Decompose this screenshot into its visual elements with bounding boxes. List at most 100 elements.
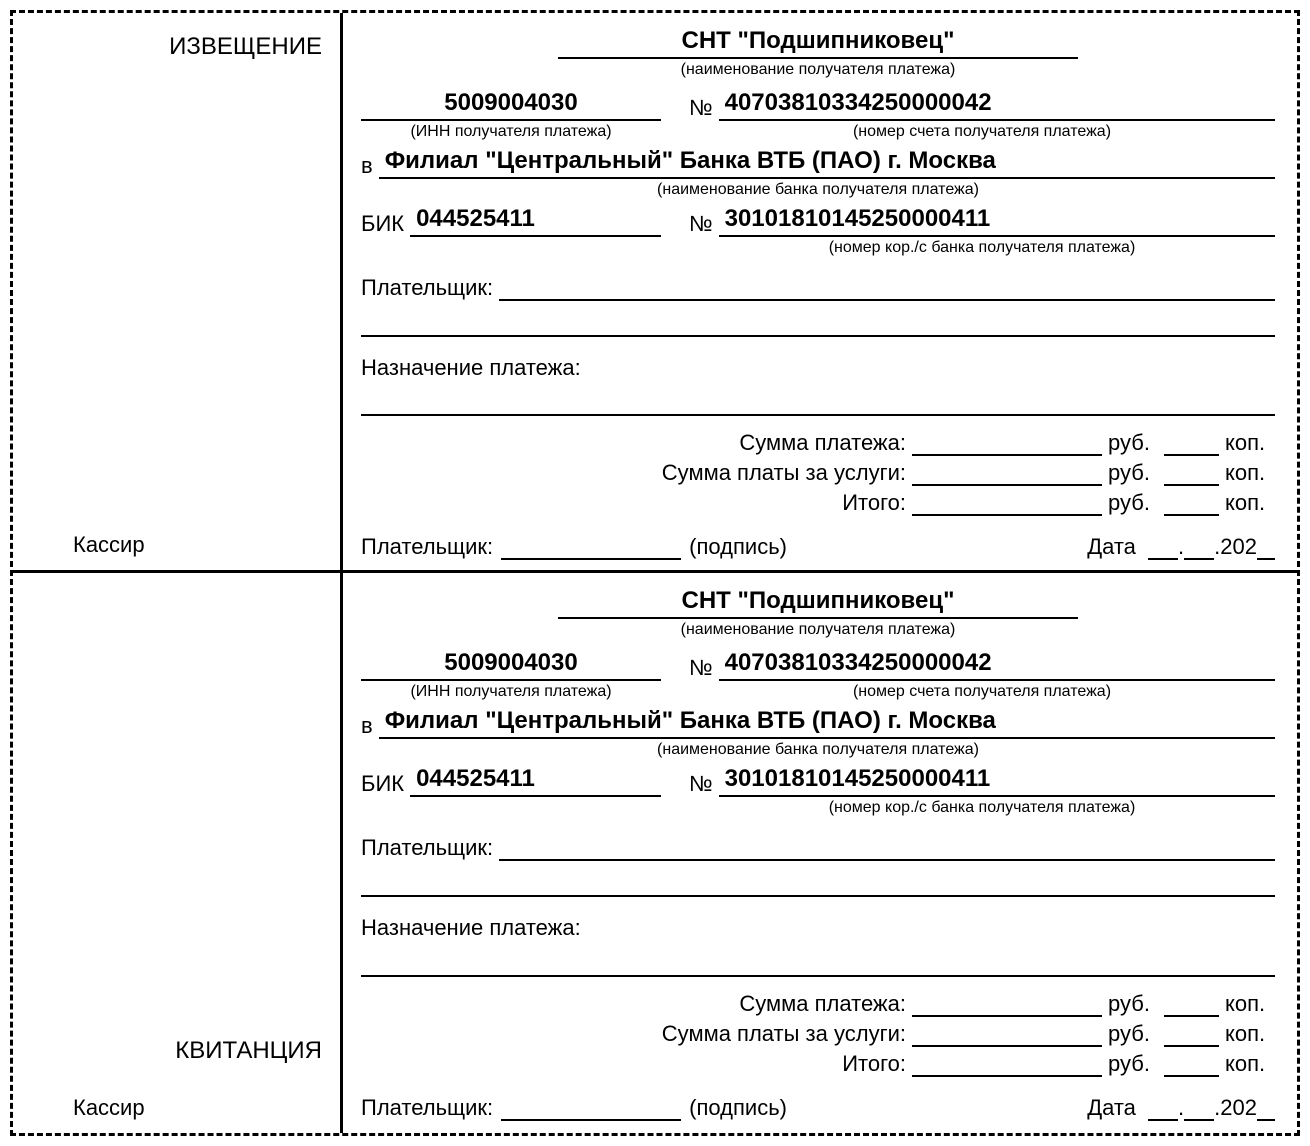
sum-service-rub-input[interactable] [912, 462, 1102, 486]
recipient-name-block-2: СНТ "Подшипниковец" (наименование получа… [361, 587, 1275, 639]
bank-row-2: в Филиал "Центральный" Банка ВТБ (ПАО) г… [361, 707, 1275, 759]
inn-account-row-2: 5009004030 (ИНН получателя платежа) № 40… [361, 649, 1275, 701]
sum-block: Сумма платежа: руб. коп. Сумма платы за … [361, 426, 1275, 516]
rub-label-5: руб. [1108, 1021, 1158, 1047]
sum-service-kop-input-2[interactable] [1164, 1023, 1219, 1047]
inn-caption: (ИНН получателя платежа) [361, 123, 661, 141]
kop-label-5: коп. [1225, 1021, 1275, 1047]
corr-value: 30101810145250000411 [719, 205, 1275, 237]
total-row: Итого: руб. коп. [361, 490, 1275, 516]
bik-corr-row-2: БИК 044525411 № 30101810145250000411 (но… [361, 765, 1275, 817]
date-year-prefix-2: .202 [1214, 1095, 1257, 1121]
purpose-line-2[interactable] [361, 951, 1275, 977]
recipient-name-block: СНТ "Подшипниковец" (наименование получа… [361, 27, 1275, 79]
sum-payment-kop-input[interactable] [1164, 432, 1219, 456]
date-year-prefix: .202 [1214, 534, 1257, 560]
footer-row-2: Плательщик: (подпись) Дата . .202 [361, 1095, 1275, 1121]
rub-label-4: руб. [1108, 991, 1158, 1017]
cashier-label: Кассир [73, 532, 145, 558]
bank-value: Филиал "Центральный" Банка ВТБ (ПАО) г. … [379, 147, 1275, 179]
total-kop-input-2[interactable] [1164, 1053, 1219, 1077]
sum-service-label-2: Сумма платы за услуги: [361, 1021, 906, 1047]
sum-service-kop-input[interactable] [1164, 462, 1219, 486]
recipient-name-value-2: СНТ "Подшипниковец" [558, 587, 1078, 619]
bik-label-2: БИК [361, 771, 404, 797]
inn-value: 5009004030 [361, 89, 661, 121]
total-label: Итого: [361, 490, 906, 516]
kop-label-4: коп. [1225, 991, 1275, 1017]
payer-label: Плательщик: [361, 275, 493, 301]
purpose-line[interactable] [361, 391, 1275, 417]
sum-payment-rub-input-2[interactable] [912, 993, 1102, 1017]
inn-caption-2: (ИНН получателя платежа) [361, 683, 661, 701]
bank-value-2: Филиал "Центральный" Банка ВТБ (ПАО) г. … [379, 707, 1275, 739]
rub-label-3: руб. [1108, 490, 1158, 516]
kop-label-6: коп. [1225, 1051, 1275, 1077]
sum-service-row: Сумма платы за услуги: руб. коп. [361, 460, 1275, 486]
date-year-input-2[interactable] [1257, 1097, 1275, 1121]
signature-line[interactable] [501, 536, 681, 560]
in-label-2: в [361, 713, 373, 739]
account-no-label: № [689, 95, 713, 121]
recipient-name-value: СНТ "Подшипниковец" [558, 27, 1078, 59]
in-label: в [361, 153, 373, 179]
date-year-input[interactable] [1257, 536, 1275, 560]
date-day-input-2[interactable] [1148, 1097, 1178, 1121]
total-rub-input[interactable] [912, 492, 1102, 516]
corr-value-2: 30101810145250000411 [719, 765, 1275, 797]
payer-row-2: Плательщик: [361, 835, 1275, 861]
signature-caption-2: (подпись) [689, 1095, 787, 1121]
bank-row: в Филиал "Центральный" Банка ВТБ (ПАО) г… [361, 147, 1275, 199]
inn-account-row: 5009004030 (ИНН получателя платежа) № 40… [361, 89, 1275, 141]
total-rub-input-2[interactable] [912, 1053, 1102, 1077]
recipient-name-caption: (наименование получателя платежа) [558, 61, 1078, 79]
date-month-input-2[interactable] [1184, 1097, 1214, 1121]
payer-sign-label-2: Плательщик: [361, 1095, 493, 1121]
date-month-input[interactable] [1184, 536, 1214, 560]
payer-line-2b[interactable] [361, 871, 1275, 897]
corr-caption-2: (номер кор./с банка получателя платежа) [689, 799, 1275, 817]
sum-service-row-2: Сумма платы за услуги: руб. коп. [361, 1021, 1275, 1047]
rub-label-2: руб. [1108, 460, 1158, 486]
footer-row: Плательщик: (подпись) Дата . .202 [361, 534, 1275, 560]
notice-left-column: ИЗВЕЩЕНИЕ Кассир [13, 13, 343, 570]
account-value: 40703810334250000042 [719, 89, 1275, 121]
bik-value: 044525411 [410, 205, 661, 237]
date-day-input[interactable] [1148, 536, 1178, 560]
account-no-label-2: № [689, 655, 713, 681]
purpose-label: Назначение платежа: [361, 355, 1275, 381]
sum-payment-kop-input-2[interactable] [1164, 993, 1219, 1017]
date-label-2: Дата [1087, 1095, 1136, 1121]
account-value-2: 40703810334250000042 [719, 649, 1275, 681]
sum-payment-row-2: Сумма платежа: руб. коп. [361, 991, 1275, 1017]
bik-value-2: 044525411 [410, 765, 661, 797]
payment-receipt-form: ИЗВЕЩЕНИЕ Кассир СНТ "Подшипниковец" (на… [10, 10, 1300, 1136]
notice-right-column: СНТ "Подшипниковец" (наименование получа… [343, 13, 1297, 570]
receipt-right-column: СНТ "Подшипниковец" (наименование получа… [343, 573, 1297, 1133]
bik-corr-row: БИК 044525411 № 30101810145250000411 (но… [361, 205, 1275, 257]
signature-caption: (подпись) [689, 534, 787, 560]
sum-block-2: Сумма платежа: руб. коп. Сумма платы за … [361, 987, 1275, 1077]
sum-service-rub-input-2[interactable] [912, 1023, 1102, 1047]
rub-label-1: руб. [1108, 430, 1158, 456]
bik-label: БИК [361, 211, 404, 237]
kop-label-2: коп. [1225, 460, 1275, 486]
payer-input-line[interactable] [499, 277, 1275, 301]
sum-service-label: Сумма платы за услуги: [361, 460, 906, 486]
kop-label-3: коп. [1225, 490, 1275, 516]
sum-payment-rub-input[interactable] [912, 432, 1102, 456]
payer-input-line-2[interactable] [499, 837, 1275, 861]
payer-line-2[interactable] [361, 311, 1275, 337]
receipt-section: КВИТАНЦИЯ Кассир СНТ "Подшипниковец" (на… [13, 573, 1297, 1133]
signature-line-2[interactable] [501, 1097, 681, 1121]
total-label-2: Итого: [361, 1051, 906, 1077]
bank-caption: (наименование банка получателя платежа) [361, 181, 1275, 199]
account-caption-2: (номер счета получателя платежа) [689, 683, 1275, 701]
total-row-2: Итого: руб. коп. [361, 1051, 1275, 1077]
notice-section: ИЗВЕЩЕНИЕ Кассир СНТ "Подшипниковец" (на… [13, 13, 1297, 573]
receipt-title: КВИТАНЦИЯ [175, 1037, 322, 1065]
payer-row: Плательщик: [361, 275, 1275, 301]
total-kop-input[interactable] [1164, 492, 1219, 516]
payer-sign-label: Плательщик: [361, 534, 493, 560]
receipt-left-column: КВИТАНЦИЯ Кассир [13, 573, 343, 1133]
